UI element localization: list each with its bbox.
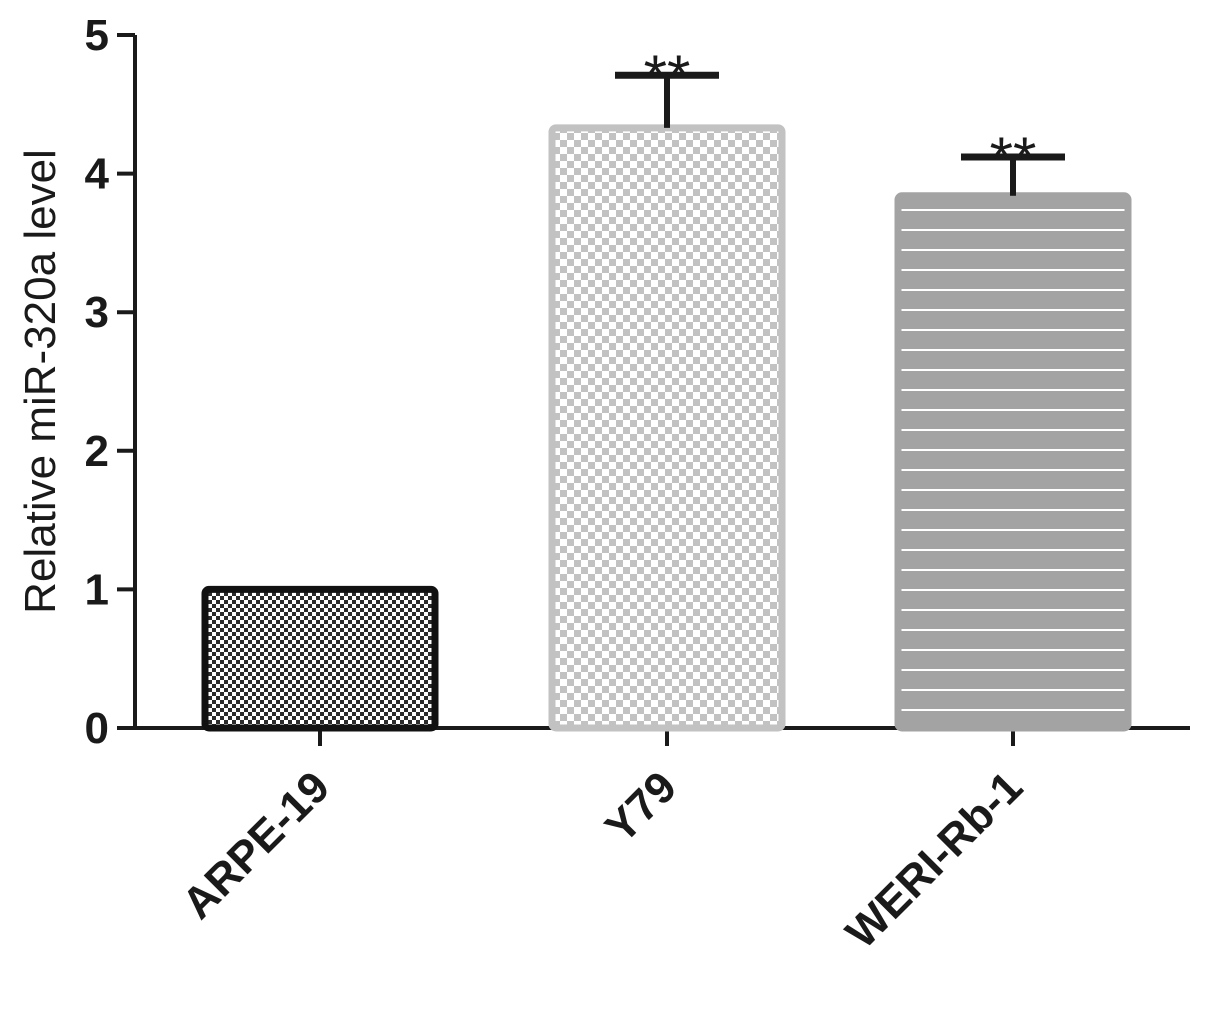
- x-tick-label: ARPE-19: [173, 762, 339, 928]
- bar-arpe-19: [201, 585, 439, 732]
- x-axis: ARPE-19 Y79 WERI-Rb-1: [133, 726, 1190, 958]
- y-tick-label: 4: [85, 150, 110, 199]
- y-axis: 0 1 2 3 4 5 Relative miR-320a level: [16, 11, 137, 753]
- error-bars: [615, 71, 1065, 196]
- significance-label: **: [644, 43, 691, 110]
- y-tick-label: 3: [85, 288, 109, 337]
- x-tick-label: WERI-Rb-1: [837, 762, 1032, 957]
- y-tick-label: 0: [85, 704, 109, 753]
- y-tick-label: 5: [85, 11, 109, 60]
- y-axis-label: Relative miR-320a level: [16, 149, 65, 614]
- x-tick-label: Y79: [596, 762, 686, 852]
- bar-y79: [548, 124, 786, 732]
- bar-weri-rb-1: [894, 192, 1132, 732]
- y-tick-label: 1: [85, 565, 109, 614]
- significance-label: **: [990, 125, 1037, 192]
- y-tick-label: 2: [85, 427, 109, 476]
- labels: ** **: [644, 43, 1037, 192]
- bars: [201, 124, 1132, 732]
